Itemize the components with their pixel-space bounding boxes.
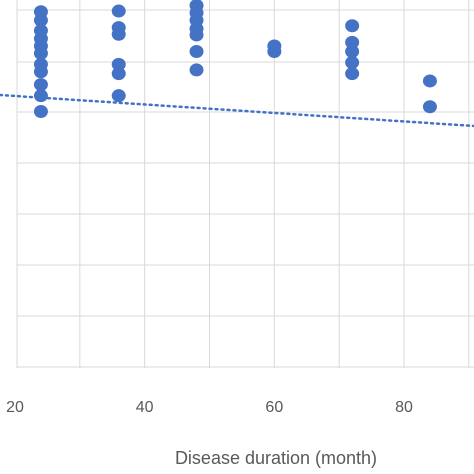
data-point xyxy=(111,89,126,103)
data-point xyxy=(345,45,360,59)
data-point xyxy=(189,28,204,42)
data-point xyxy=(189,63,204,77)
x-axis-title: Disease duration (month) xyxy=(175,448,377,468)
data-point xyxy=(33,13,48,27)
data-points xyxy=(33,0,437,119)
data-point xyxy=(111,57,126,71)
data-point xyxy=(345,67,360,81)
data-point xyxy=(33,65,48,79)
data-point xyxy=(33,46,48,60)
data-point xyxy=(345,56,360,70)
data-point xyxy=(267,45,282,59)
x-tick-label: 20 xyxy=(6,399,24,416)
x-tick-labels: 20 40 60 80 xyxy=(6,399,413,416)
data-point xyxy=(345,35,360,49)
x-tick-label: 40 xyxy=(136,399,154,416)
data-point xyxy=(111,4,126,18)
data-point xyxy=(33,89,48,103)
data-point xyxy=(33,105,48,119)
data-point xyxy=(189,45,204,59)
x-tick-label: 60 xyxy=(265,399,283,416)
data-point xyxy=(422,100,437,114)
data-point xyxy=(345,19,360,33)
trendline-path xyxy=(0,93,474,128)
data-point xyxy=(33,78,48,92)
data-point xyxy=(111,67,126,81)
data-point xyxy=(422,74,437,88)
grid xyxy=(16,0,474,368)
trendline xyxy=(0,93,474,128)
x-tick-label: 80 xyxy=(395,399,413,416)
data-point xyxy=(111,27,126,41)
